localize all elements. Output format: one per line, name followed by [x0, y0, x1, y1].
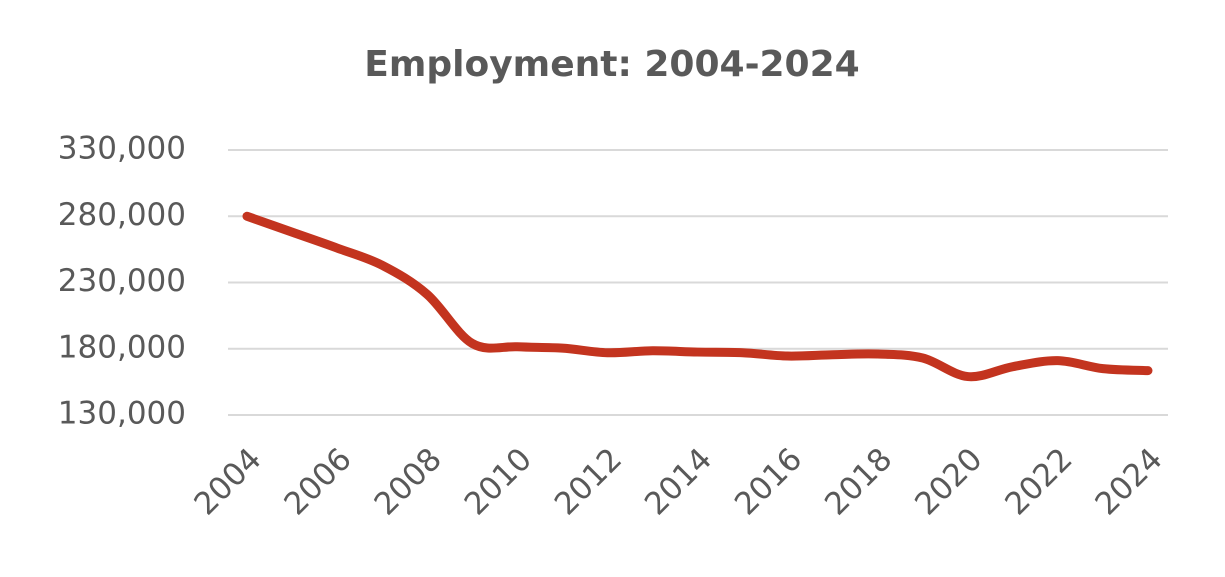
x-tick-label: 2008 [368, 441, 449, 522]
data-line [242, 211, 1153, 382]
x-tick-label: 2006 [278, 441, 359, 522]
x-tick-label: 2004 [187, 441, 268, 522]
x-tick-label: 2014 [638, 441, 719, 522]
y-tick-label: 230,000 [58, 263, 186, 299]
x-tick-label: 2024 [1088, 441, 1169, 522]
x-tick-label: 2020 [908, 441, 989, 522]
y-tick-label: 130,000 [58, 396, 186, 432]
x-tick-label: 2018 [818, 441, 899, 522]
x-tick-label: 2016 [728, 441, 809, 522]
x-tick-label: 2022 [998, 441, 1079, 522]
y-tick-label: 180,000 [58, 329, 186, 365]
x-tick-label: 2010 [458, 441, 539, 522]
y-tick-label: 280,000 [58, 197, 186, 233]
x-tick-label: 2012 [548, 441, 629, 522]
chart-title: Employment: 2004-2024 [364, 44, 859, 85]
y-tick-label: 330,000 [58, 131, 186, 167]
